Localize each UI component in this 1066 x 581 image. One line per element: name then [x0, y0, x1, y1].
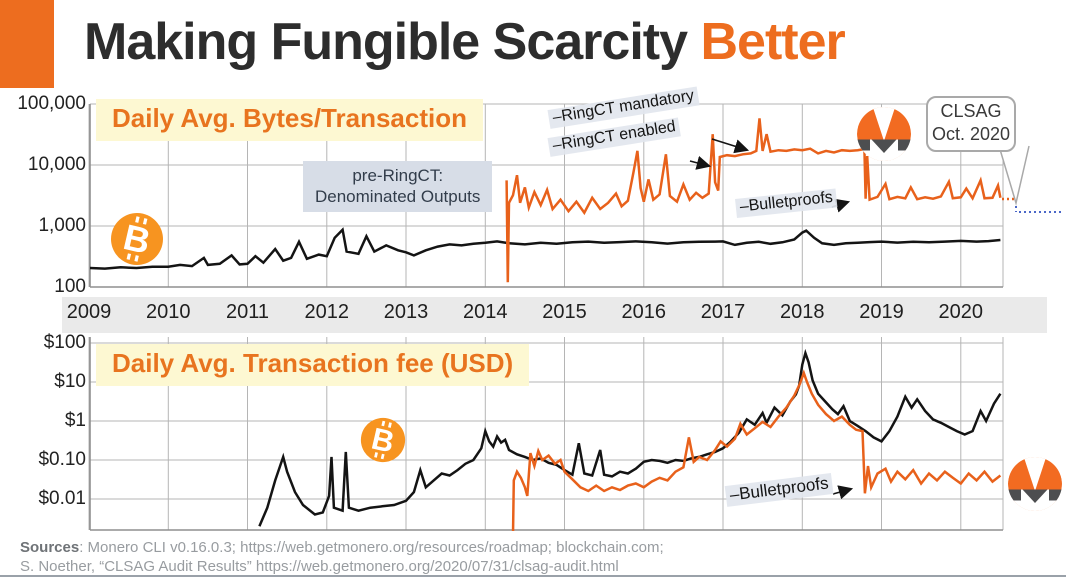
- x-axis-year-label: 2014: [463, 301, 508, 323]
- pre-ringct-line1: pre-RingCT:: [352, 166, 444, 185]
- x-axis-year-label: 2017: [700, 301, 746, 323]
- chart2-series-lines: [258, 348, 1002, 531]
- x-axis-year-label: 2019: [859, 301, 904, 323]
- clsag-callout-bubble: CLSAG Oct. 2020: [926, 96, 1016, 152]
- x-axis-year-label: 2012: [304, 301, 350, 323]
- y-axis-tick-label: $0.10: [38, 449, 86, 470]
- x-axis-year-label: 2018: [780, 301, 825, 323]
- accent-square: [0, 0, 54, 88]
- y-axis-tick-label: $1: [64, 410, 86, 431]
- clsag-line2: Oct. 2020: [931, 124, 1011, 145]
- y-axis-tick-label: 100,000: [17, 93, 86, 114]
- chart1-series-lines: [90, 118, 1002, 283]
- clsag-dotted-projection: [1015, 206, 1063, 213]
- monero-icon: [1008, 457, 1062, 511]
- y-axis-tick-label: 1,000: [38, 215, 86, 236]
- bitcoin-icon: B: [111, 213, 163, 265]
- monero-icon: [857, 107, 911, 161]
- y-axis-tick-label: $0.01: [38, 488, 86, 509]
- y-axis-tick-label: 100: [54, 276, 86, 297]
- y-axis-tick-label: $10: [54, 371, 86, 392]
- clsag-line1: CLSAG: [940, 101, 1002, 121]
- bottom-divider: [0, 575, 1066, 577]
- ringct-enabled-arrow: [689, 155, 712, 170]
- chart1-title: Daily Avg. Bytes/Transaction: [96, 99, 483, 141]
- sources-line1: Sources: Monero CLI v0.16.0.3; https://w…: [20, 538, 664, 557]
- x-axis-year-label: 2013: [383, 301, 429, 323]
- sources-line2: S. Noether, “CLSAG Audit Results” https:…: [20, 558, 619, 576]
- x-axis-year-label: 2011: [225, 301, 269, 323]
- clsag-bubble-pointer: [998, 145, 1030, 206]
- pre-ringct-annotation: pre-RingCT: Denominated Outputs: [303, 161, 493, 212]
- chart2-y-axis: $100 $10 $1 $0.10 $0.01: [0, 0, 86, 581]
- chart2-title: Daily Avg. Transaction fee (USD): [96, 344, 530, 386]
- pre-ringct-line2: Denominated Outputs: [315, 187, 481, 207]
- x-axis-year-strip: 2009 2010 2011 2012 2013 2014 2015 2016 2017 2018…: [62, 297, 1047, 333]
- x-axis-year-label: 2010: [146, 301, 191, 323]
- page-title: Making Fungible Scarcity Better: [84, 12, 846, 72]
- bulletproofs-arrow-bottom: [832, 485, 854, 500]
- y-axis-tick-label: $100: [43, 332, 86, 353]
- x-axis-year-label: 2015: [542, 301, 587, 323]
- sources-line1-text: : Monero CLI v0.16.0.3; https://web.getm…: [79, 539, 664, 556]
- chart1-y-axis: 100,000 10,000 1,000 100: [0, 0, 86, 581]
- sources-label: Sources: [20, 539, 80, 556]
- page-title-accent: Better: [700, 13, 845, 71]
- ringct-mandatory-arrow: [711, 138, 750, 154]
- sources-footer: Sources: Monero CLI v0.16.0.3; https://w…: [20, 538, 664, 576]
- x-axis-year-label: 2020: [938, 301, 984, 323]
- x-axis-year-label: 2009: [66, 301, 112, 323]
- y-axis-tick-label: 10,000: [27, 154, 86, 175]
- page-title-main: Making Fungible Scarcity: [84, 13, 701, 71]
- bitcoin-icon: B: [360, 417, 406, 463]
- x-axis-year-label: 2016: [621, 301, 667, 323]
